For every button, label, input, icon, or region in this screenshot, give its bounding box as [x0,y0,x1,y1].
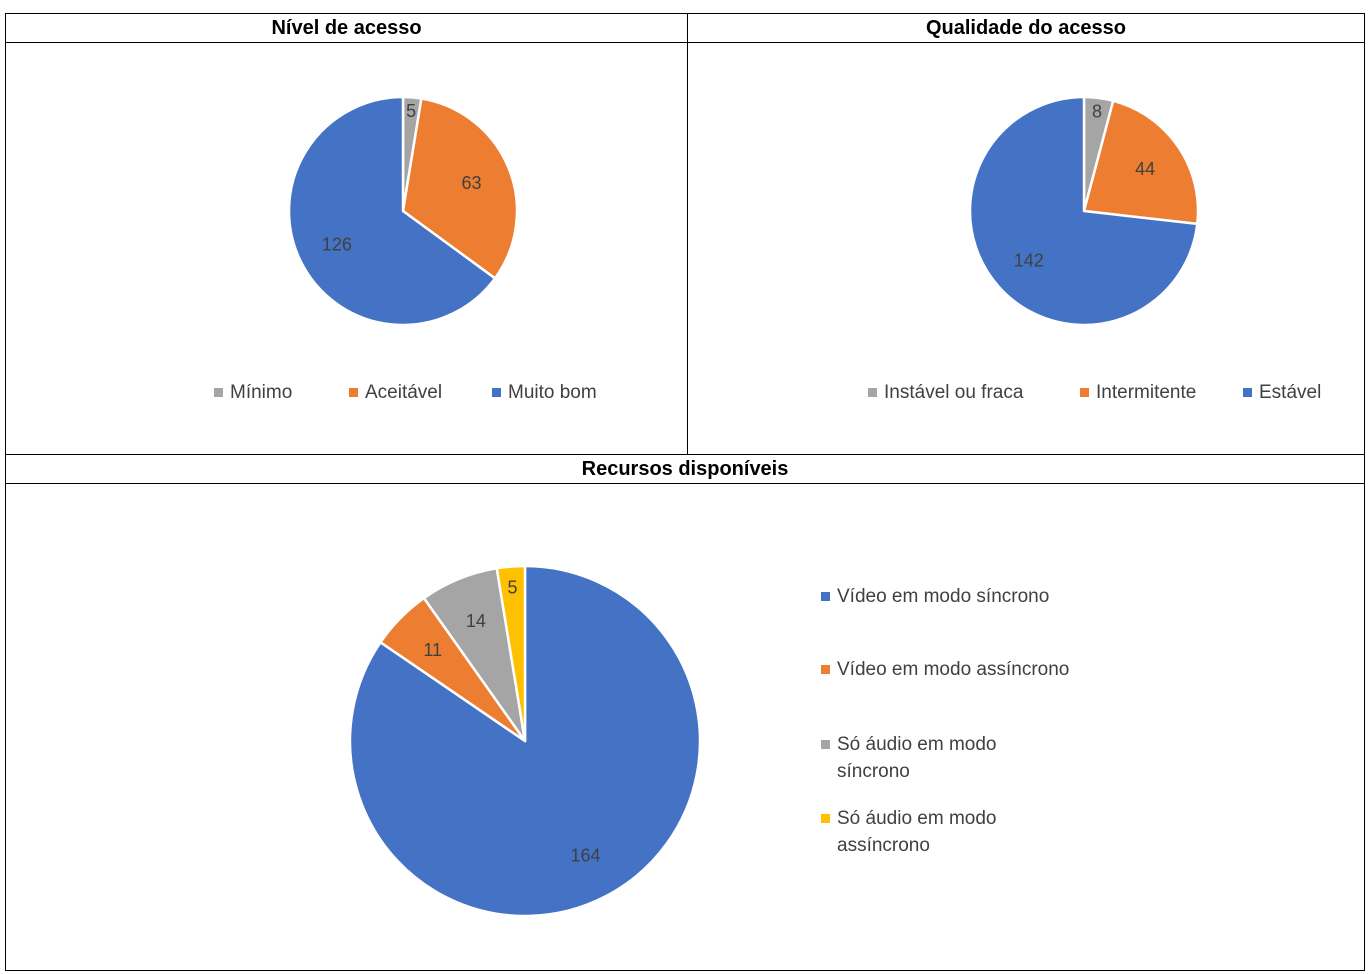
data-label-aceitavel: 63 [462,173,482,193]
legend-marker [1243,388,1252,397]
pie-slice-muito-bom [287,95,497,327]
legend-label: Muito bom [508,382,597,403]
legend-label: Só áudio em modo [837,734,997,755]
chart-panel-nivel: Nível de acesso 5 63 126 Mínimo Aceitável Mui… [6,14,688,454]
legend-marker [349,388,358,397]
chart-grid: Nível de acesso 5 63 126 Mínimo Aceitável Mui… [5,13,1365,971]
legend-marker [821,665,830,674]
chart-title: Recursos disponíveis [6,455,1364,484]
pie-slice-estavel [968,95,1199,327]
data-label-instavel-ou-fraca: 8 [1092,102,1102,122]
pie-chart-recursos: 164 11 14 5 Vídeo em modo síncrono Vídeo em m… [348,564,1069,918]
pie-slice-intermitente [1082,99,1200,226]
legend-item-estavel: Estável [1243,382,1321,403]
legend-item-video-em-modo-assincrono: Vídeo em modo assíncrono [821,659,1069,680]
legend-label: Vídeo em modo síncrono [837,586,1049,607]
legend-label: Aceitável [365,382,442,403]
legend-label: Vídeo em modo assíncrono [837,659,1069,680]
legend-label: Só áudio em modo [837,808,997,829]
pie-slice-so-audio-em-modo-assincrono [495,564,527,743]
pie-chart-qualidade: 8 44 142 Instável ou fraca Intermitente Estáv… [868,95,1321,403]
chart-title: Qualidade do acesso [688,14,1364,43]
legend-marker [492,388,501,397]
data-label-video-em-modo-sincrono: 164 [570,846,600,866]
legend-marker [1080,388,1089,397]
pie-chart-nivel: 5 63 126 Mínimo Aceitável Muito bom [214,95,597,403]
chart-panel-recursos: Recursos disponíveis 164 11 14 5 Vídeo em mo… [6,454,1364,970]
legend-label: Estável [1259,382,1321,403]
data-label-muito-bom: 126 [322,235,352,255]
data-label-video-em-modo-assincrono: 11 [423,640,442,660]
chart-title: Nível de acesso [6,14,687,43]
legend-marker [821,740,830,749]
legend-item-minimo: Mínimo [214,382,292,403]
data-label-intermitente: 44 [1135,159,1155,179]
legend-label: Instável ou fraca [884,382,1024,403]
chart-panel-qualidade: Qualidade do acesso 8 44 142 Instável ou fr… [688,14,1364,454]
data-label-so-audio-em-modo-assincrono: 5 [508,578,518,598]
data-label-minimo: 5 [406,101,416,121]
legend-item-muito-bom: Muito bom [492,382,597,403]
data-label-so-audio-em-modo-sincrono: 14 [466,611,486,631]
legend-item-aceitavel: Aceitável [349,382,442,403]
legend-label: Intermitente [1096,382,1196,403]
legend-item-so-audio-em-modo-assincrono: Só áudio em modo assíncrono [821,808,997,856]
legend-marker [821,814,830,823]
legend-item-instavel-ou-fraca: Instável ou fraca [868,382,1024,403]
legend-item-intermitente: Intermitente [1080,382,1196,403]
legend-marker [214,388,223,397]
legend-marker [868,388,877,397]
pie-slice-aceitavel [401,97,519,280]
legend-item-video-em-modo-sincrono: Vídeo em modo síncrono [821,586,1049,607]
legend-label: Mínimo [230,382,292,403]
legend-label: síncrono [837,761,910,782]
legend-item-so-audio-em-modo-sincrono: Só áudio em modo síncrono [821,734,997,782]
legend-marker [821,592,830,601]
legend-label: assíncrono [837,835,930,856]
data-label-estavel: 142 [1014,250,1044,270]
